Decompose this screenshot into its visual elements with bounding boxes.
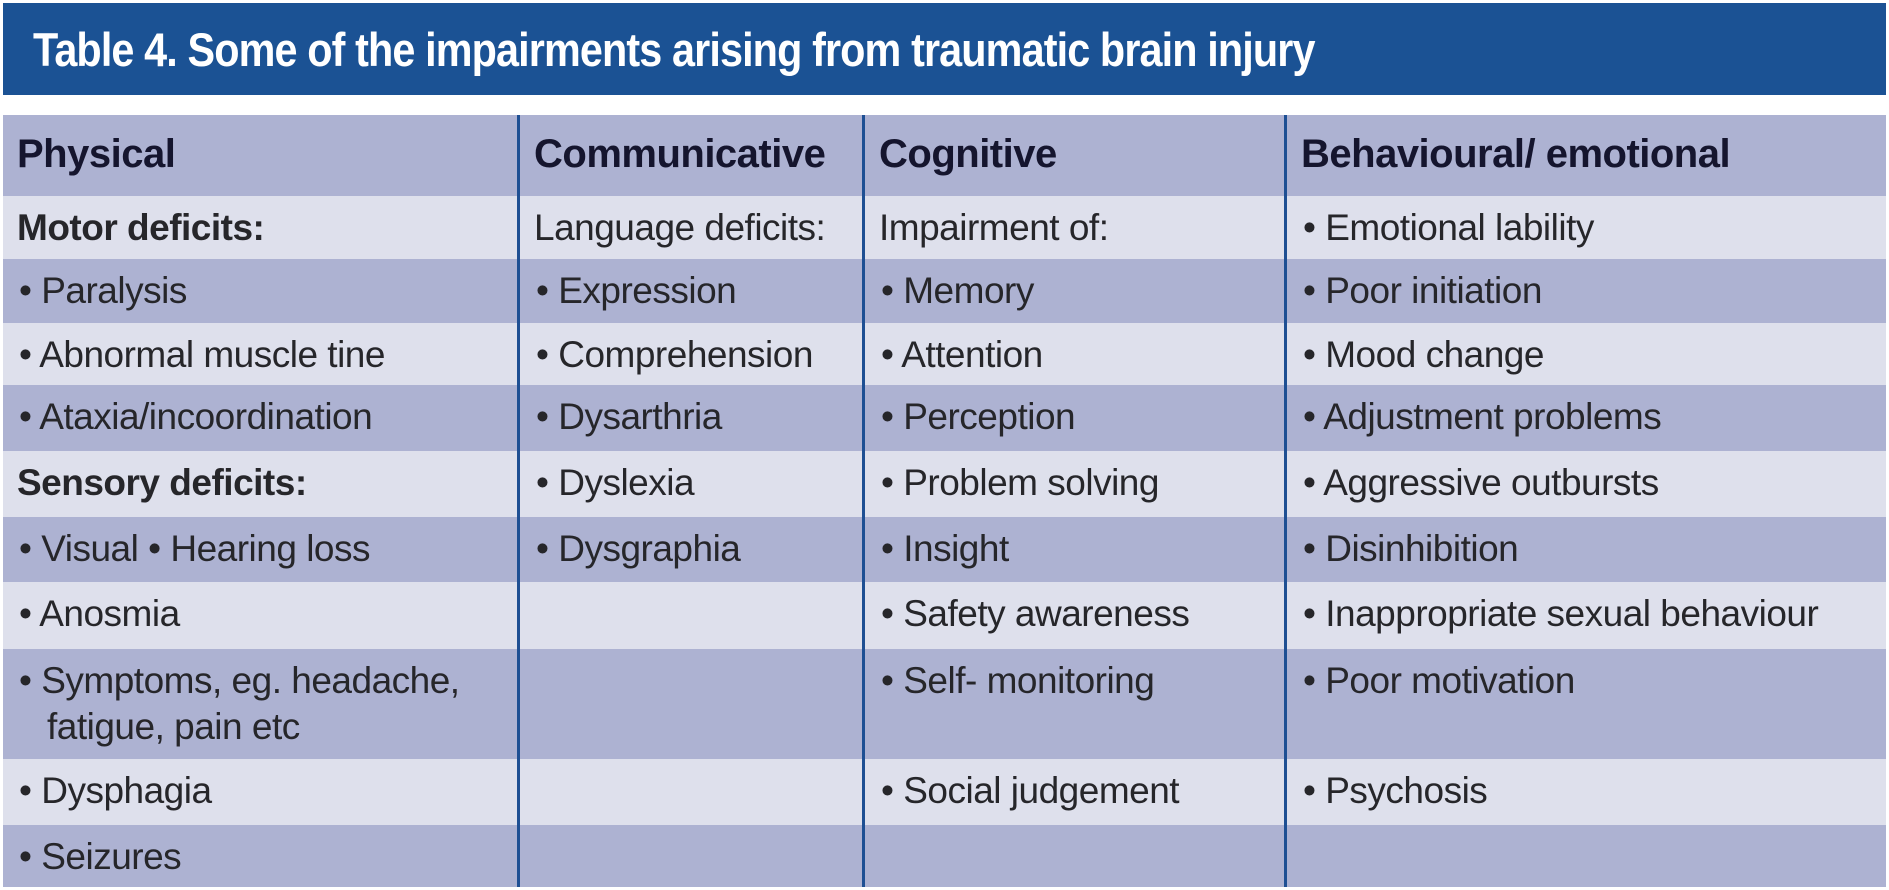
table-cell: • Adjustment problems	[1284, 385, 1886, 451]
table-cell: • Dyslexia	[517, 451, 862, 517]
table-cell: • Disinhibition	[1284, 517, 1886, 582]
table-row: • Seizures	[3, 825, 1886, 887]
table-cell: • Dysphagia	[19, 770, 212, 811]
table-cell: • Problem solving	[862, 451, 1284, 517]
table-cell	[517, 582, 862, 649]
column-header-physical: Physical	[17, 132, 176, 176]
table-cell: Sensory deficits:	[17, 462, 307, 503]
table-cell: • Seizures	[19, 836, 182, 877]
table-cell	[517, 825, 862, 887]
table-cell: • Anosmia	[19, 593, 180, 634]
column-header-cognitive: Cognitive	[862, 115, 1284, 196]
table-cell: • Safety awareness	[862, 582, 1284, 649]
table-cell: • Self- monitoring	[862, 649, 1284, 759]
table-cell	[1284, 825, 1886, 887]
table-cell: • Abnormal muscle tine	[19, 334, 385, 375]
table-cell: • Attention	[862, 323, 1284, 385]
table-cell: Impairment of:	[862, 196, 1284, 259]
table-row: • Dysphagia • Social judgement • Psychos…	[3, 759, 1886, 825]
table-cell: • Aggressive outbursts	[1284, 451, 1886, 517]
table-cell: • Paralysis	[19, 270, 187, 311]
table-cell: • Ataxia/incoordination	[19, 396, 373, 437]
table-cell: • Inappropriate sexual behaviour	[1284, 582, 1886, 649]
table-cell: • Psychosis	[1284, 759, 1886, 825]
table-cell	[862, 825, 1284, 887]
table-cell: • Insight	[862, 517, 1284, 582]
table-row: • Visual • Hearing loss • Dysgraphia • I…	[3, 517, 1886, 582]
table-cell: • Symptoms, eg. headache, fatigue, pain …	[19, 660, 460, 747]
table-cell: • Memory	[862, 259, 1284, 323]
table-cell: Language deficits:	[517, 196, 862, 259]
table-cell: • Expression	[517, 259, 862, 323]
table-cell: • Social judgement	[862, 759, 1284, 825]
table-cell: • Poor initiation	[1284, 259, 1886, 323]
table-row: • Symptoms, eg. headache, fatigue, pain …	[3, 649, 1886, 759]
table-cell: • Visual • Hearing loss	[19, 528, 371, 569]
table-header-row: Physical Communicative Cognitive Behavio…	[3, 115, 1886, 196]
table-cell: Motor deficits:	[17, 207, 265, 248]
table-row: • Ataxia/incoordination • Dysarthria • P…	[3, 385, 1886, 451]
table-title-bar: Table 4. Some of the impairments arising…	[3, 3, 1886, 95]
table-row: • Abnormal muscle tine • Comprehension •…	[3, 323, 1886, 385]
table-title: Table 4. Some of the impairments arising…	[33, 22, 1315, 76]
table-cell	[517, 649, 862, 759]
table-row: • Anosmia • Safety awareness • Inappropr…	[3, 582, 1886, 649]
table-cell: • Emotional lability	[1284, 196, 1886, 259]
table-cell: • Mood change	[1284, 323, 1886, 385]
column-header-behavioural-emotional: Behavioural/ emotional	[1284, 115, 1886, 196]
table-cell	[517, 759, 862, 825]
table-row: Sensory deficits: • Dyslexia • Problem s…	[3, 451, 1886, 517]
table-cell: • Dysgraphia	[517, 517, 862, 582]
table-row: • Paralysis • Expression • Memory • Poor…	[3, 259, 1886, 323]
impairments-table: Physical Communicative Cognitive Behavio…	[3, 115, 1886, 887]
table-row: Motor deficits: Language deficits: Impai…	[3, 196, 1886, 259]
table-cell: • Poor motivation	[1284, 649, 1886, 759]
column-header-communicative: Communicative	[517, 115, 862, 196]
table-cell: • Comprehension	[517, 323, 862, 385]
table-cell: • Dysarthria	[517, 385, 862, 451]
table-cell: • Perception	[862, 385, 1284, 451]
